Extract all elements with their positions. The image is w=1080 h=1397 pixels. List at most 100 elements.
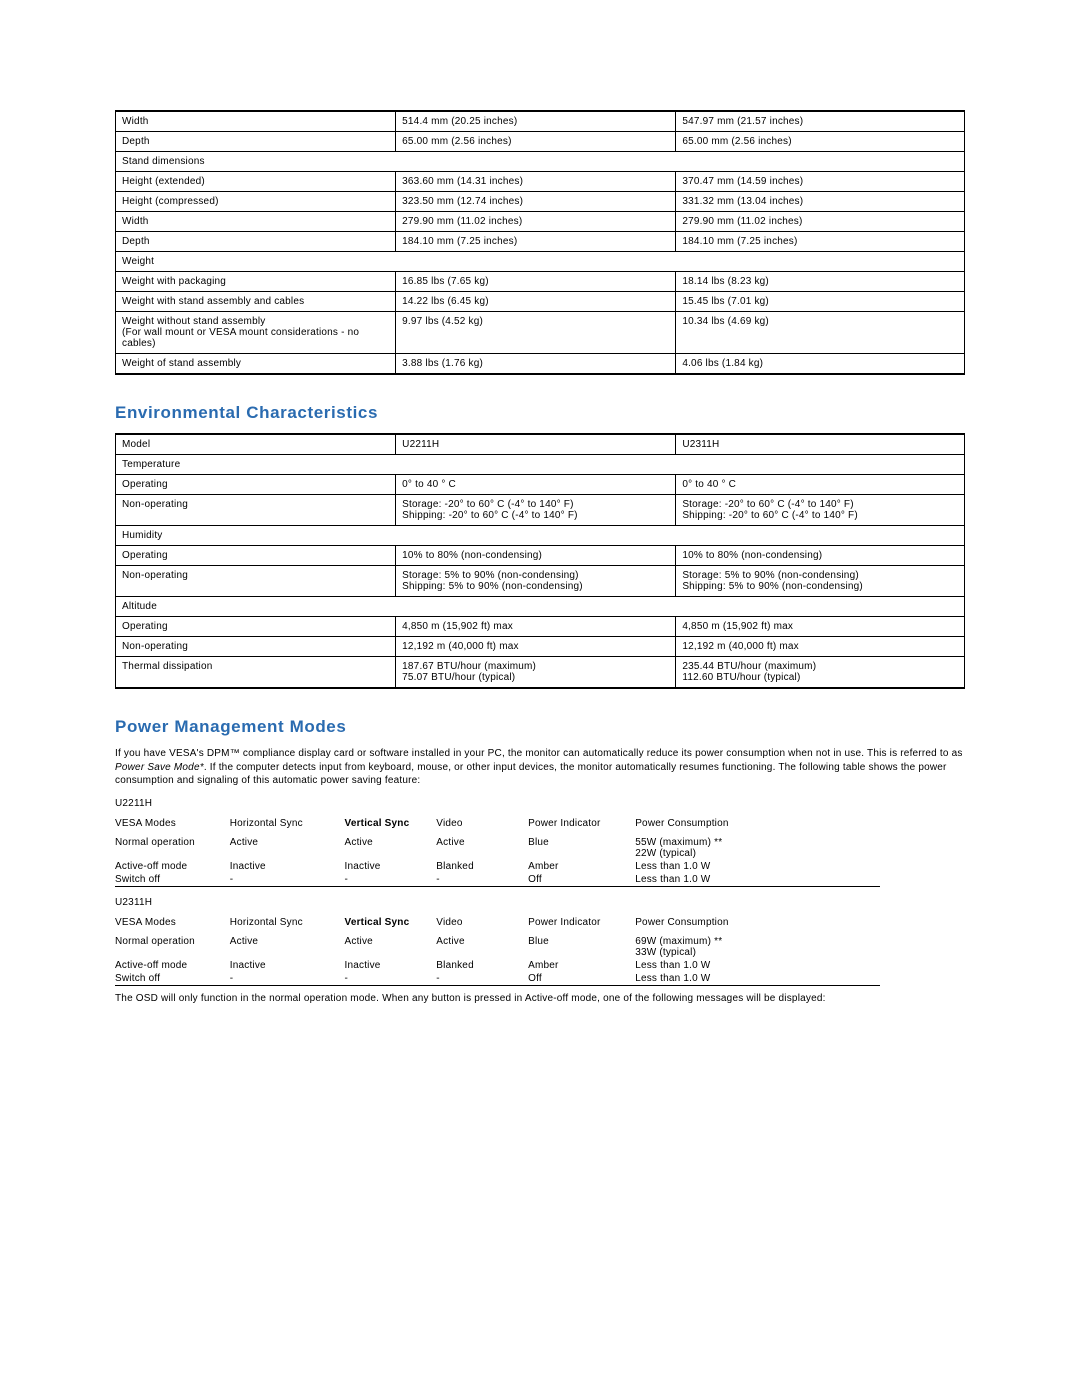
spec-cell: Non-operating xyxy=(116,637,396,657)
table-row: Depth184.10 mm (7.25 inches)184.10 mm (7… xyxy=(116,232,965,252)
table-row: Depth65.00 mm (2.56 inches)65.00 mm (2.5… xyxy=(116,132,965,152)
table-row: Width279.90 mm (11.02 inches)279.90 mm (… xyxy=(116,212,965,232)
spec-cell: Weight with packaging xyxy=(116,272,396,292)
power-cell: Less than 1.0 W xyxy=(635,873,880,887)
spec-cell: Non-operating xyxy=(116,495,396,526)
power-cell: Active-off mode xyxy=(115,959,230,972)
table-row: Thermal dissipation187.67 BTU/hour (maxi… xyxy=(116,657,965,689)
table-row: Non-operating12,192 m (40,000 ft) max12,… xyxy=(116,637,965,657)
spec-cell: 18.14 lbs (8.23 kg) xyxy=(676,272,965,292)
power-cell: Less than 1.0 W xyxy=(635,860,880,873)
power-cell: - xyxy=(345,873,437,887)
spec-cell: Thermal dissipation xyxy=(116,657,396,689)
power-cell: - xyxy=(345,972,437,986)
table-row: ModelU2211HU2311H xyxy=(116,434,965,455)
spec-cell: Depth xyxy=(116,232,396,252)
spec-cell: 235.44 BTU/hour (maximum) 112.60 BTU/hou… xyxy=(676,657,965,689)
power-row: Normal operationActiveActiveActiveBlue69… xyxy=(115,935,880,959)
environmental-characteristics-table: ModelU2211HU2311HTemperatureOperating0° … xyxy=(115,433,965,689)
spec-cell: Model xyxy=(116,434,396,455)
spec-cell: 370.47 mm (14.59 inches) xyxy=(676,172,965,192)
spec-cell: 0° to 40 ° C xyxy=(396,475,676,495)
spec-cell: 187.67 BTU/hour (maximum) 75.07 BTU/hour… xyxy=(396,657,676,689)
spec-cell: 3.88 lbs (1.76 kg) xyxy=(396,354,676,375)
power-cell: Amber xyxy=(528,860,635,873)
power-model-label: U2311H xyxy=(115,897,965,908)
power-cell: Inactive xyxy=(345,959,437,972)
table-row: Weight with stand assembly and cables14.… xyxy=(116,292,965,312)
power-cell: Less than 1.0 W xyxy=(635,972,880,986)
spec-cell: 363.60 mm (14.31 inches) xyxy=(396,172,676,192)
power-cell: Active xyxy=(230,935,345,959)
spec-cell: 279.90 mm (11.02 inches) xyxy=(676,212,965,232)
power-cell: 55W (maximum) ** 22W (typical) xyxy=(635,836,880,860)
spec-cell: U2311H xyxy=(676,434,965,455)
power-header-cell: Video xyxy=(436,916,528,929)
power-cell: Off xyxy=(528,972,635,986)
power-cell: Active xyxy=(345,836,437,860)
spec-cell: U2211H xyxy=(396,434,676,455)
table-row: Altitude xyxy=(116,597,965,617)
spec-cell: 65.00 mm (2.56 inches) xyxy=(676,132,965,152)
power-cell: Blanked xyxy=(436,959,528,972)
table-row: Weight xyxy=(116,252,965,272)
spec-cell: Height (extended) xyxy=(116,172,396,192)
spec-cell: Height (compressed) xyxy=(116,192,396,212)
spec-cell: 16.85 lbs (7.65 kg) xyxy=(396,272,676,292)
power-header-cell: Vertical Sync xyxy=(345,817,437,830)
power-cell: - xyxy=(230,972,345,986)
table-row: Weight without stand assembly (For wall … xyxy=(116,312,965,354)
environmental-title: Environmental Characteristics xyxy=(115,403,965,423)
power-cell: Active xyxy=(345,935,437,959)
power-cell: Less than 1.0 W xyxy=(635,959,880,972)
power-cell: Blue xyxy=(528,935,635,959)
spec-cell: 4.06 lbs (1.84 kg) xyxy=(676,354,965,375)
spec-cell: 65.00 mm (2.56 inches) xyxy=(396,132,676,152)
table-row: Width514.4 mm (20.25 inches)547.97 mm (2… xyxy=(116,111,965,132)
table-row: Operating0° to 40 ° C0° to 40 ° C xyxy=(116,475,965,495)
spec-cell: Operating xyxy=(116,617,396,637)
spec-cell: 0° to 40 ° C xyxy=(676,475,965,495)
table-row: Humidity xyxy=(116,526,965,546)
power-cell: - xyxy=(436,972,528,986)
spec-cell: 12,192 m (40,000 ft) max xyxy=(676,637,965,657)
spec-cell: 514.4 mm (20.25 inches) xyxy=(396,111,676,132)
spec-cell: Weight of stand assembly xyxy=(116,354,396,375)
spec-cell: 184.10 mm (7.25 inches) xyxy=(396,232,676,252)
spec-cell: 547.97 mm (21.57 inches) xyxy=(676,111,965,132)
section-header-cell: Weight xyxy=(116,252,965,272)
power-cell: Normal operation xyxy=(115,935,230,959)
spec-cell: Storage: -20° to 60° C (-4° to 140° F) S… xyxy=(396,495,676,526)
power-cell: Amber xyxy=(528,959,635,972)
power-cell: Blue xyxy=(528,836,635,860)
spec-cell: 323.50 mm (12.74 inches) xyxy=(396,192,676,212)
spec-cell: Width xyxy=(116,111,396,132)
spec-cell: 10.34 lbs (4.69 kg) xyxy=(676,312,965,354)
section-header-cell: Humidity xyxy=(116,526,965,546)
physical-characteristics-table: Width514.4 mm (20.25 inches)547.97 mm (2… xyxy=(115,110,965,375)
power-row: Active-off modeInactiveInactiveBlankedAm… xyxy=(115,959,880,972)
power-management-title: Power Management Modes xyxy=(115,717,965,737)
power-modes-table: VESA ModesHorizontal SyncVertical SyncVi… xyxy=(115,916,880,986)
power-cell: Off xyxy=(528,873,635,887)
spec-cell: 4,850 m (15,902 ft) max xyxy=(396,617,676,637)
spec-cell: Non-operating xyxy=(116,566,396,597)
table-row: Operating4,850 m (15,902 ft) max4,850 m … xyxy=(116,617,965,637)
power-row: Normal operationActiveActiveActiveBlue55… xyxy=(115,836,880,860)
power-footer-paragraph: The OSD will only function in the normal… xyxy=(115,992,965,1006)
spec-cell: 14.22 lbs (6.45 kg) xyxy=(396,292,676,312)
table-row: Weight with packaging16.85 lbs (7.65 kg)… xyxy=(116,272,965,292)
power-header-cell: Vertical Sync xyxy=(345,916,437,929)
power-cell: Switch off xyxy=(115,873,230,887)
table-row: Non-operating Storage: 5% to 90% (non-con… xyxy=(116,566,965,597)
table-row: Non-operatingStorage: -20° to 60° C (-4°… xyxy=(116,495,965,526)
power-cell: Normal operation xyxy=(115,836,230,860)
spec-cell: Storage: 5% to 90% (non-condensing) Ship… xyxy=(676,566,965,597)
spec-cell: Storage: -20° to 60° C (-4° to 140° F) S… xyxy=(676,495,965,526)
spec-cell: 10% to 80% (non-condensing) xyxy=(676,546,965,566)
power-cell: Blanked xyxy=(436,860,528,873)
spec-cell: Weight with stand assembly and cables xyxy=(116,292,396,312)
power-intro-pre: If you have VESA's DPM™ compliance displ… xyxy=(115,748,963,759)
spec-cell: Operating xyxy=(116,475,396,495)
power-cell: Active xyxy=(230,836,345,860)
